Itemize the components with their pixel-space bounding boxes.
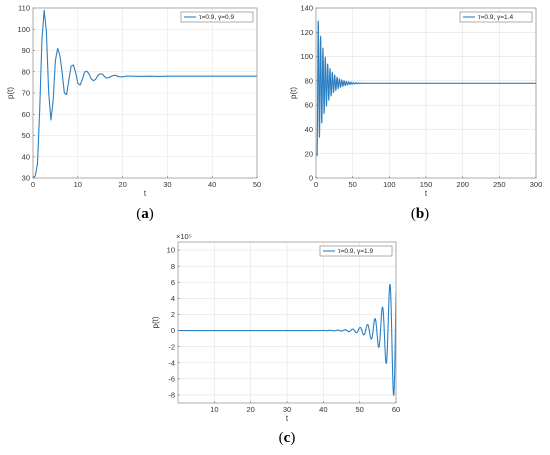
x-tick-label: 40 <box>208 180 216 189</box>
chart-a: 0 10 20 30 40 50 30 40 50 60 70 80 90 100 110 t p(t) τ=0.… <box>6 4 261 222</box>
legend-label: τ=0.9, γ=0.9 <box>199 14 234 21</box>
chart-b: 0 50 100 150 200 250 300 0 20 40 60 80 100 120 140 t p(t… <box>289 4 542 222</box>
x-tick-label: 60 <box>392 405 400 414</box>
panel-caption: (b) <box>411 206 429 222</box>
x-tick-label: 20 <box>118 180 126 189</box>
x-tick-label: 10 <box>74 180 82 189</box>
y-tick-label: 0 <box>309 174 313 183</box>
legend: τ=0.9, γ=0.9 <box>180 11 254 23</box>
x-axis-label: t <box>425 189 428 198</box>
y-tick-label: 100 <box>300 52 313 61</box>
y-tick-label: -4 <box>168 358 175 367</box>
x-tick-label: 20 <box>246 405 254 414</box>
x-tick-label: 50 <box>355 405 363 414</box>
x-tick-label: 30 <box>283 405 291 414</box>
y-tick-label: 30 <box>22 174 30 183</box>
x-tick-label: 10 <box>210 405 218 414</box>
x-tick-label: 0 <box>314 180 318 189</box>
y-tick-label: 2 <box>171 310 175 319</box>
y-tick-label: 0 <box>171 326 175 335</box>
y-tick-label: 80 <box>305 76 313 85</box>
y-tick-label: 110 <box>18 4 30 13</box>
legend-label: τ=0.9, γ=1.4 <box>478 14 513 21</box>
y-tick-label: 80 <box>22 67 30 76</box>
y-axis-label: p(t) <box>289 87 298 99</box>
legend-box <box>180 11 254 23</box>
y-tick-label: 70 <box>22 89 30 98</box>
y-multiplier-label: ×10⁵ <box>176 232 192 241</box>
legend-box <box>459 11 533 23</box>
panel-caption-letter: b <box>416 206 424 222</box>
y-axis-label: p(t) <box>151 316 160 328</box>
legend-box <box>319 245 393 257</box>
y-tick-label: -2 <box>168 342 175 351</box>
y-tick-label: 40 <box>305 125 313 134</box>
x-tick-label: 100 <box>383 180 396 189</box>
legend: τ=0.9, γ=1.9 <box>319 245 393 257</box>
y-tick-label: 20 <box>305 149 313 158</box>
x-axis-label: t <box>286 414 289 423</box>
y-tick-label: 50 <box>22 131 30 140</box>
y-tick-label: 90 <box>22 46 30 55</box>
y-axis-label: p(t) <box>6 87 15 99</box>
chart-c: 10 20 30 40 50 60 -8 -6 -4 -2 0 2 4 6 8 10 t p(t) ×10⁵ τ=0.… <box>151 232 400 446</box>
y-tick-label: 120 <box>300 28 313 37</box>
y-tick-label: 140 <box>300 4 313 13</box>
series-line <box>178 283 396 396</box>
x-tick-label: 40 <box>319 405 327 414</box>
y-tick-label: -6 <box>168 374 175 383</box>
series-line <box>33 9 257 178</box>
x-tick-label: 50 <box>253 180 261 189</box>
y-tick-label: 40 <box>22 152 30 161</box>
legend: τ=0.9, γ=1.4 <box>459 11 533 23</box>
panel-caption: (a) <box>136 206 154 222</box>
series-line <box>316 20 536 157</box>
x-tick-label: 30 <box>163 180 171 189</box>
y-tick-label: 6 <box>171 278 175 287</box>
x-tick-label: 300 <box>530 180 543 189</box>
x-axis-label: t <box>144 189 147 198</box>
y-tick-label: -8 <box>168 391 175 400</box>
panel-caption-letter: c <box>284 430 291 446</box>
x-tick-label: 200 <box>456 180 469 189</box>
y-tick-label: 60 <box>305 101 313 110</box>
y-tick-label: 4 <box>171 294 175 303</box>
panel-caption-letter: a <box>141 206 149 222</box>
panel-caption: (c) <box>279 430 296 446</box>
x-tick-label: 250 <box>493 180 506 189</box>
y-tick-label: 100 <box>17 25 30 34</box>
x-tick-label: 50 <box>348 180 356 189</box>
y-tick-label: 60 <box>22 110 30 119</box>
y-tick-label: 8 <box>171 262 175 271</box>
legend-label: τ=0.9, γ=1.9 <box>338 248 373 255</box>
x-tick-label: 150 <box>420 180 433 189</box>
x-tick-label: 0 <box>31 180 35 189</box>
y-tick-label: 10 <box>167 246 175 255</box>
